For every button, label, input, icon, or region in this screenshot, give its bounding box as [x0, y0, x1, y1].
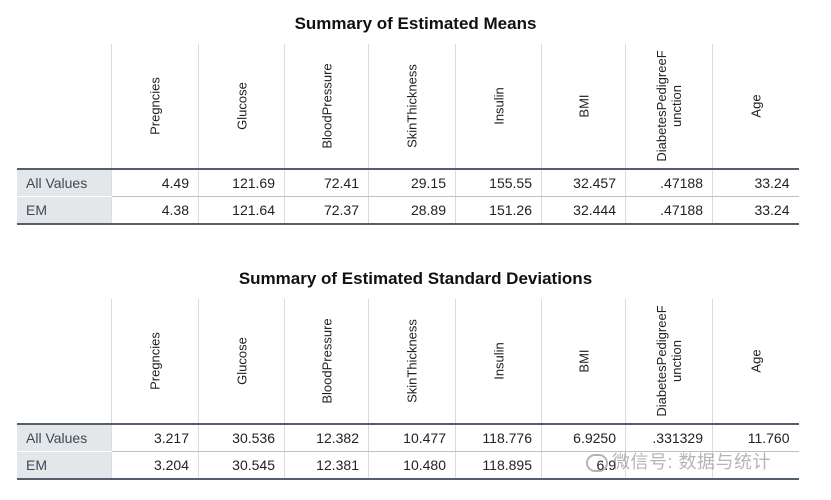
column-header: DiabetesPedigreeF unction — [625, 44, 713, 170]
row-label: EM — [17, 196, 112, 225]
table-cell: 118.895 — [455, 451, 542, 480]
sds-table: Pregncies Glucose BloodPressure SkinThic… — [17, 299, 799, 480]
column-header: Age — [712, 44, 799, 170]
row-label: All Values — [17, 424, 112, 452]
column-header: BloodPressure — [284, 44, 369, 170]
table-cell: 3.217 — [111, 424, 199, 452]
table-cell: 10.477 — [368, 424, 456, 452]
table-cell: .47188 — [625, 169, 713, 197]
column-header: Glucose — [198, 44, 285, 170]
wechat-icon — [586, 454, 608, 473]
table-cell: 10.480 — [368, 451, 456, 480]
watermark: 微信号: 数据与统计 — [586, 448, 771, 474]
table-cell: 33.24 — [712, 196, 799, 225]
table-cell: 30.536 — [198, 424, 285, 452]
table-cell: .47188 — [625, 196, 713, 225]
table-row: All Values 3.217 30.536 12.382 10.477 11… — [17, 424, 799, 452]
table-cell: 4.49 — [111, 169, 199, 197]
row-label: EM — [17, 451, 112, 480]
sds-header-row: Pregncies Glucose BloodPressure SkinThic… — [17, 299, 799, 425]
table-cell: 121.64 — [198, 196, 285, 225]
table-cell: 30.545 — [198, 451, 285, 480]
table-cell: 4.38 — [111, 196, 199, 225]
column-header: BloodPressure — [284, 299, 369, 425]
table-cell: 33.24 — [712, 169, 799, 197]
table-cell: 28.89 — [368, 196, 456, 225]
table-cell: 121.69 — [198, 169, 285, 197]
means-table: Pregncies Glucose BloodPressure SkinThic… — [17, 44, 799, 225]
means-table-title: Summary of Estimated Means — [294, 14, 537, 33]
table-row: All Values 4.49 121.69 72.41 29.15 155.5… — [17, 169, 799, 197]
corner-cell — [17, 299, 112, 425]
corner-cell — [17, 44, 112, 170]
table-cell — [712, 451, 799, 480]
column-header: Pregncies — [111, 44, 199, 170]
table-cell: 118.776 — [455, 424, 542, 452]
table-cell: 32.444 — [541, 196, 626, 225]
table-cell: .331329 — [625, 424, 713, 452]
column-header: BMI — [541, 44, 626, 170]
table-cell: 72.37 — [284, 196, 369, 225]
sds-table-title: Summary of Estimated Standard Deviations — [238, 269, 593, 288]
table-row: EM 3.204 30.545 12.381 10.480 118.895 6.… — [17, 451, 799, 480]
table-cell: 12.382 — [284, 424, 369, 452]
column-header: Insulin — [455, 44, 542, 170]
row-label: All Values — [17, 169, 112, 197]
table-row: EM 4.38 121.64 72.37 28.89 151.26 32.444… — [17, 196, 799, 225]
means-header-row: Pregncies Glucose BloodPressure SkinThic… — [17, 44, 799, 170]
table-cell: 29.15 — [368, 169, 456, 197]
column-header: Pregncies — [111, 299, 199, 425]
watermark-text: 微信号: 数据与统计 — [612, 452, 772, 472]
column-header: DiabetesPedigreeF unction — [625, 299, 713, 425]
table-cell: 72.41 — [284, 169, 369, 197]
table-cell: 151.26 — [455, 196, 542, 225]
column-header: Insulin — [455, 299, 542, 425]
column-header: Age — [712, 299, 799, 425]
table-cell: 6.9 — [541, 451, 626, 480]
column-header: SkinThickness — [368, 299, 456, 425]
table-cell: 155.55 — [455, 169, 542, 197]
table-cell: 32.457 — [541, 169, 626, 197]
table-cell: 12.381 — [284, 451, 369, 480]
table-cell — [625, 451, 713, 480]
column-header: Glucose — [198, 299, 285, 425]
table-cell: 11.760 — [712, 424, 799, 452]
table-cell: 3.204 — [111, 451, 199, 480]
table-cell: 6.9250 — [541, 424, 626, 452]
column-header: BMI — [541, 299, 626, 425]
column-header: SkinThickness — [368, 44, 456, 170]
